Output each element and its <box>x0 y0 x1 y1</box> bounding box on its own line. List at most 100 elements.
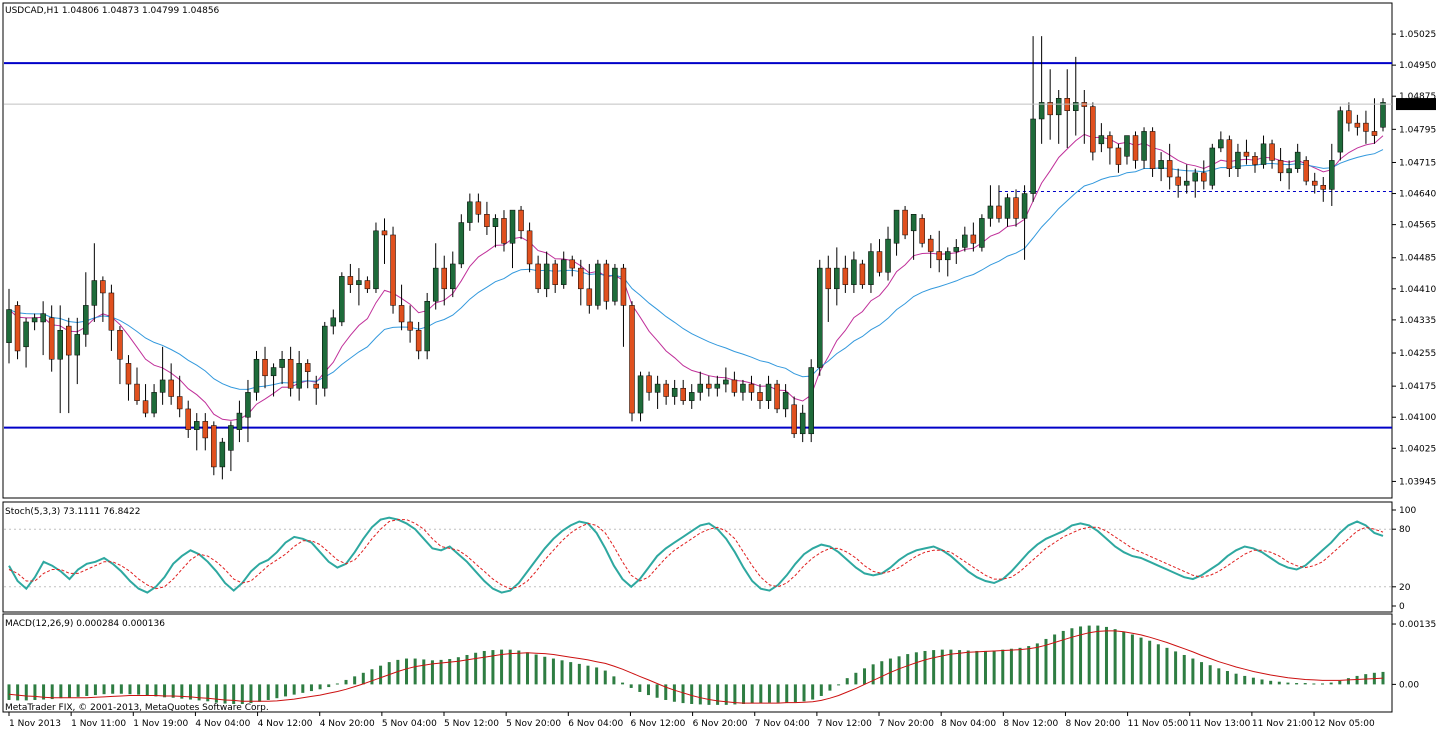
macd-bar <box>1338 680 1342 685</box>
macd-bar <box>76 684 80 697</box>
time-tick-label: 4 Nov 12:00 <box>258 719 313 729</box>
candle-body <box>945 251 951 261</box>
candle-body <box>1073 102 1079 111</box>
macd-bar <box>707 684 711 705</box>
macd-bar <box>292 684 296 695</box>
macd-bar <box>543 656 547 685</box>
candle-body <box>1235 151 1241 169</box>
macd-bar <box>975 650 979 685</box>
macd-bar <box>318 684 322 690</box>
candle-body <box>40 313 46 323</box>
candle-body <box>1175 176 1181 186</box>
candle-body <box>552 263 558 285</box>
macd-bar <box>1070 628 1074 685</box>
candle-body <box>279 358 285 368</box>
macd-bar <box>1312 683 1316 685</box>
price-axis: 1.05025 1.04950 1.04875 1.04795 1.04715 1.046… <box>8 30 1436 729</box>
macd-bar <box>1286 682 1290 685</box>
candle-body <box>774 383 780 410</box>
candle-body <box>1149 131 1156 169</box>
candle-body <box>1218 139 1224 149</box>
macd-bar <box>646 684 650 696</box>
macd-bar <box>1260 679 1264 685</box>
macd-bar <box>448 658 452 685</box>
macd-bar <box>776 684 780 703</box>
macd-bar <box>232 684 236 704</box>
time-tick-label: 5 Nov 04:00 <box>382 719 437 729</box>
macd-bar <box>145 684 149 696</box>
macd-bar <box>888 658 892 685</box>
candle-body <box>390 234 396 306</box>
macd-bar <box>335 683 339 685</box>
candle-body <box>91 280 98 306</box>
candle-body <box>1158 160 1164 169</box>
candle-body <box>1380 102 1386 128</box>
macd-bar <box>1079 626 1083 685</box>
stoch-tick-label: 80 <box>1399 525 1411 535</box>
macd-bar <box>1277 681 1281 685</box>
macd-bar <box>871 664 875 685</box>
candle-body <box>373 230 379 290</box>
candle-body <box>1021 193 1028 219</box>
last-price-marker <box>1396 98 1436 111</box>
macd-bar <box>7 684 11 700</box>
candle-body <box>57 329 63 360</box>
macd-bar <box>465 654 469 685</box>
macd-bar <box>413 658 417 685</box>
candle-body <box>6 309 12 343</box>
candle-body <box>1132 135 1139 161</box>
candle-body <box>432 267 439 302</box>
candle-body <box>1209 147 1216 186</box>
macd-bar <box>837 684 841 686</box>
candle-body <box>1329 160 1335 190</box>
candle-body <box>296 363 302 389</box>
macd-bar <box>482 650 486 685</box>
candle-body <box>364 280 371 290</box>
candle-body <box>1166 160 1173 178</box>
candle-body <box>484 214 490 227</box>
candle-body <box>629 305 635 414</box>
macd-bar <box>171 684 175 698</box>
candle-body <box>1260 143 1267 165</box>
time-tick-label: 7 Nov 12:00 <box>817 719 872 729</box>
macd-bar <box>681 684 685 704</box>
candle-body <box>330 317 337 327</box>
candle-body <box>748 383 755 393</box>
macd-bar <box>612 676 616 685</box>
macd-tick-label: 0.00 <box>1399 680 1419 690</box>
macd-bar <box>897 656 901 685</box>
macd-bar <box>569 662 573 685</box>
candle-body <box>1371 131 1378 136</box>
candle-body <box>535 263 541 290</box>
macd-bar <box>180 684 184 699</box>
time-tick-label: 7 Nov 04:00 <box>755 719 810 729</box>
macd-bar <box>500 649 504 685</box>
candle-body <box>1294 151 1301 169</box>
candle-body <box>1226 139 1233 169</box>
macd-bar <box>163 684 167 698</box>
candle-body <box>1055 98 1062 116</box>
candle-body <box>1047 102 1053 116</box>
macd-bar <box>379 665 383 685</box>
macd-bar <box>214 684 218 703</box>
candle-body <box>450 263 456 290</box>
candle-body <box>518 209 524 232</box>
candle-body <box>475 201 482 215</box>
macd-bar <box>828 684 832 691</box>
macd-bar <box>733 684 737 705</box>
macd-title: MACD(12,26,9) 0.000284 0.000136 <box>5 619 165 629</box>
candle-body <box>211 425 217 468</box>
stochastic-title: Stoch(5,3,3) 73.1111 76.8422 <box>5 507 140 517</box>
macd-bar <box>586 665 590 685</box>
candle-body <box>176 396 183 410</box>
macd-bar <box>525 652 529 685</box>
candle-body <box>680 387 686 401</box>
candle-body <box>646 375 652 393</box>
macd-bar <box>880 661 884 685</box>
macd-bar <box>387 662 391 685</box>
candle-body <box>1192 172 1198 182</box>
candle-body <box>1303 160 1309 182</box>
candle-body <box>202 421 209 439</box>
price-tick-label: 1.03945 <box>1399 477 1436 487</box>
